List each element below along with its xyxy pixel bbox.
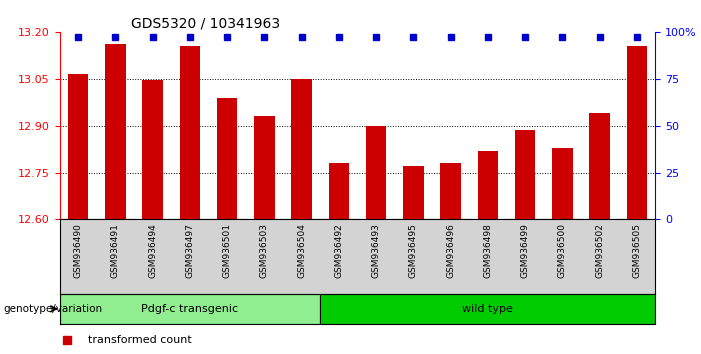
Bar [68, 74, 88, 219]
Text: GSM936497: GSM936497 [186, 223, 194, 278]
Bar [292, 79, 312, 219]
Bar [60, 294, 320, 324]
Bar [142, 80, 163, 219]
Text: GSM936499: GSM936499 [521, 223, 529, 278]
Text: GSM936505: GSM936505 [632, 223, 641, 278]
Text: genotype/variation: genotype/variation [4, 304, 102, 314]
Text: GSM936504: GSM936504 [297, 223, 306, 278]
Bar [440, 163, 461, 219]
Text: transformed count: transformed count [88, 335, 191, 345]
Text: GSM936491: GSM936491 [111, 223, 120, 278]
Bar [329, 163, 349, 219]
Bar [320, 294, 655, 324]
Text: Pdgf-c transgenic: Pdgf-c transgenic [142, 304, 238, 314]
Bar [179, 46, 200, 219]
Text: GDS5320 / 10341963: GDS5320 / 10341963 [131, 17, 280, 31]
Text: GSM936490: GSM936490 [74, 223, 83, 278]
Text: GSM936498: GSM936498 [484, 223, 492, 278]
Text: wild type: wild type [463, 304, 513, 314]
Text: GSM936496: GSM936496 [446, 223, 455, 278]
Text: GSM936502: GSM936502 [595, 223, 604, 278]
Text: GSM936500: GSM936500 [558, 223, 567, 278]
Bar [552, 148, 573, 219]
Text: GSM936492: GSM936492 [334, 223, 343, 278]
Bar [515, 130, 536, 219]
Bar [366, 126, 386, 219]
Bar [217, 97, 238, 219]
Text: GSM936503: GSM936503 [260, 223, 269, 278]
Bar [627, 46, 647, 219]
Text: GSM936501: GSM936501 [223, 223, 231, 278]
Text: GSM936493: GSM936493 [372, 223, 381, 278]
Bar [254, 116, 275, 219]
Bar [477, 151, 498, 219]
Text: GSM936494: GSM936494 [148, 223, 157, 278]
Text: GSM936495: GSM936495 [409, 223, 418, 278]
Bar [590, 113, 610, 219]
Bar [105, 44, 125, 219]
Bar [403, 166, 423, 219]
